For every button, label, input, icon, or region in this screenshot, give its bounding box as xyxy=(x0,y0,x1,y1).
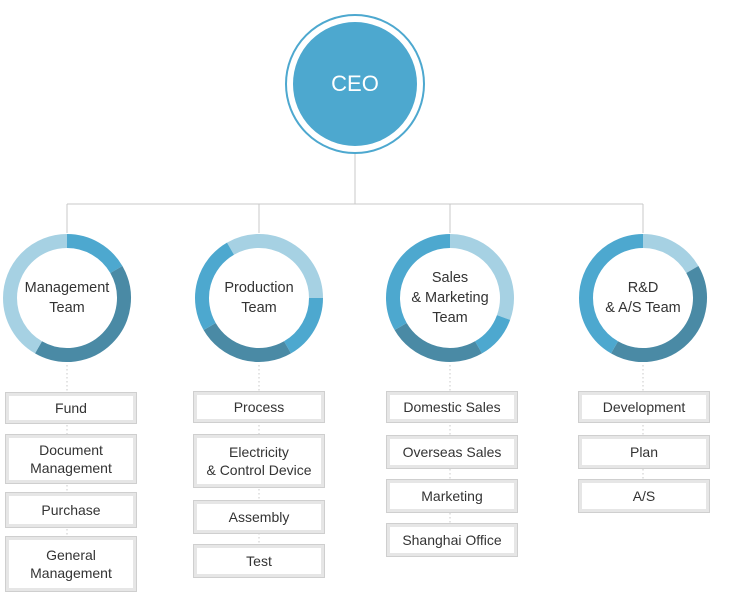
department-box: Document Management xyxy=(5,434,137,484)
team-ring-segment xyxy=(394,322,482,362)
team-ring-segment xyxy=(227,234,323,299)
department-box: Assembly xyxy=(193,500,325,534)
team-ring xyxy=(3,234,131,362)
department-box: Overseas Sales xyxy=(386,435,518,469)
department-box: Development xyxy=(578,391,710,423)
team-ring-segment xyxy=(3,234,68,299)
team-ring-segment xyxy=(386,234,451,330)
department-box: Electricity & Control Device xyxy=(193,434,325,488)
department-box: Fund xyxy=(5,392,137,424)
team-ring xyxy=(195,234,323,362)
team-ring-segment xyxy=(642,234,699,274)
team-ring-segment xyxy=(195,242,235,330)
ceo-node: CEO xyxy=(285,14,425,154)
team-ring-segment xyxy=(579,234,644,299)
team-label: Production Team xyxy=(224,280,294,316)
team-ring-segment xyxy=(35,266,131,362)
department-box: Test xyxy=(193,544,325,578)
department-box: Process xyxy=(193,391,325,423)
team-label: R&D & A/S Team xyxy=(605,280,681,316)
team-ring-segment xyxy=(3,297,43,354)
ceo-circle: CEO xyxy=(293,22,417,146)
team-label: Management Team xyxy=(24,280,110,316)
team-ring-segment xyxy=(203,322,291,362)
team-ring-segment xyxy=(283,297,323,354)
team-ring-segment xyxy=(474,314,511,354)
team-label: Sales & Marketing Team xyxy=(411,270,489,326)
team-ring xyxy=(386,234,514,362)
department-box: Plan xyxy=(578,435,710,469)
team-ring-segment xyxy=(66,234,123,274)
department-box: Purchase xyxy=(5,492,137,528)
department-box: Domestic Sales xyxy=(386,391,518,423)
team-node: Sales & Marketing Team xyxy=(383,231,517,365)
department-box: A/S xyxy=(578,479,710,513)
team-node: Production Team xyxy=(192,231,326,365)
team-ring xyxy=(579,234,707,362)
ceo-label: CEO xyxy=(331,71,379,96)
team-node: Management Team xyxy=(0,231,134,365)
department-box: Shanghai Office xyxy=(386,523,518,557)
department-box: Marketing xyxy=(386,479,518,513)
team-ring-segment xyxy=(611,266,707,362)
team-ring-segment xyxy=(579,297,619,354)
department-box: General Management xyxy=(5,536,137,592)
team-node: R&D & A/S Team xyxy=(576,231,710,365)
team-ring-segment xyxy=(449,234,514,320)
